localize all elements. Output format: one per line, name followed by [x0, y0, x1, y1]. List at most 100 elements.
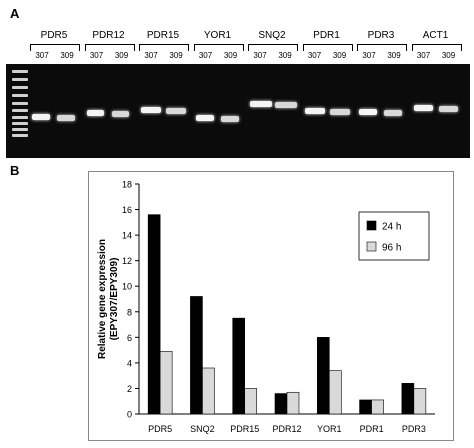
ladder-band	[12, 134, 28, 137]
legend-box	[358, 211, 430, 261]
gel-band	[413, 105, 433, 111]
legend-label: 96 h	[382, 243, 401, 254]
x-tick-label: SNQ2	[190, 424, 215, 434]
gel-band	[220, 116, 239, 122]
lane-label: 309	[387, 51, 401, 60]
bar-pdr1-24h	[359, 399, 372, 415]
y-tick-label: 18	[122, 180, 132, 190]
x-tick-label: PDR12	[272, 424, 301, 434]
bar-pdr5-24h	[147, 214, 161, 415]
lane-group-bracket	[357, 44, 407, 51]
gel-band	[141, 107, 161, 113]
x-tick-label: PDR1	[360, 424, 384, 434]
y-tick-label: 2	[127, 384, 132, 394]
gel-band	[32, 114, 50, 120]
lane-label: 309	[278, 51, 292, 60]
gel-band	[304, 108, 325, 114]
bar-pdr12-96h	[286, 391, 300, 415]
gel-band	[438, 106, 458, 112]
gene-label: PDR3	[367, 30, 395, 41]
ladder-band	[12, 86, 28, 89]
lane-group-bracket	[411, 44, 462, 51]
lane-group-bracket	[84, 44, 135, 51]
lane-label: 307	[89, 51, 104, 60]
panel-a-gel: A PDR5 307 309 PDR12 307 309 PDR15 307 309 YOR1 30…	[0, 0, 474, 165]
ladder-band	[12, 94, 28, 97]
lane-label: 309	[60, 51, 74, 60]
gene-label: SNQ2	[258, 30, 286, 41]
bar-yor1-24h	[316, 337, 330, 415]
bar-pdr1-96h	[371, 399, 384, 415]
x-tick-label: PDR3	[402, 424, 426, 434]
legend-label: 24 h	[382, 222, 401, 233]
lane-label: 307	[35, 51, 49, 60]
gene-label: PDR5	[40, 30, 68, 41]
lane-label: 307	[416, 51, 431, 60]
lane-label: 307	[198, 51, 213, 60]
lane-group-bracket	[139, 44, 189, 51]
y-tick-label: 10	[122, 282, 132, 292]
chart-frame: 0 2 4 6 8 10 12 14 16 18 Relative gene expression(…	[88, 171, 454, 441]
lane-group-bracket	[302, 44, 353, 51]
lane-label: 307	[307, 51, 322, 60]
lane-label: 309	[169, 51, 183, 60]
ladder-band	[12, 78, 28, 81]
bar-pdr5-96h	[159, 351, 173, 415]
lane-group-bracket	[30, 44, 80, 51]
x-tick-label: PDR5	[148, 424, 172, 434]
ladder-band	[12, 116, 28, 119]
gel-band	[329, 109, 350, 115]
gel-band	[111, 111, 129, 117]
y-tick-label: 0	[127, 410, 132, 420]
y-tick-label: 14	[122, 231, 132, 241]
ladder-band	[12, 122, 28, 125]
lane-group-bracket	[193, 44, 244, 51]
lane-label: 307	[362, 51, 376, 60]
lane-label: 307	[144, 51, 158, 60]
gene-label: PDR1	[313, 30, 340, 41]
panel-a-letter: A	[10, 6, 20, 21]
gel-band	[166, 108, 186, 114]
x-tick-label: PDR15	[230, 424, 259, 434]
gel-image	[6, 64, 470, 158]
bar-snq2-24h	[190, 296, 203, 415]
y-tick-label: 8	[127, 307, 132, 317]
bar-pdr15-96h	[244, 388, 258, 415]
ladder-band	[12, 109, 28, 112]
bar-chart: 0 2 4 6 8 10 12 14 16 18 Relative gene expression(…	[97, 180, 435, 434]
bar-pdr3-24h	[401, 383, 415, 415]
gel-band	[57, 115, 75, 121]
gel-band	[250, 101, 272, 107]
y-tick-label: 16	[122, 205, 132, 215]
gel-band	[195, 115, 214, 121]
bar-pdr3-96h	[413, 388, 427, 415]
ladder-band	[12, 70, 28, 73]
y-tick-label: 4	[127, 358, 132, 368]
gel-band	[86, 110, 104, 116]
bar-yor1-96h	[328, 370, 342, 415]
panel-b-letter: B	[10, 163, 20, 178]
legend-swatch	[366, 220, 377, 231]
gene-label: PDR12	[92, 30, 125, 41]
lane-group-bracket	[248, 44, 298, 51]
ladder-band	[12, 128, 28, 131]
bar-pdr12-24h	[274, 393, 288, 415]
gel-band	[359, 109, 377, 115]
legend-swatch	[366, 241, 377, 252]
lane-label: 309	[441, 51, 456, 60]
ladder-band	[12, 102, 28, 105]
lane-label: 309	[332, 51, 347, 60]
gene-label: YOR1	[203, 30, 232, 41]
bar-snq2-96h	[202, 367, 215, 415]
y-tick-label: 6	[127, 333, 132, 343]
y-axis-title-line2: (EPY307/EPY309)	[109, 258, 120, 341]
gene-label: ACT1	[422, 30, 449, 41]
gel-band	[275, 102, 297, 108]
x-tick-label: YOR1	[317, 424, 342, 434]
lane-label: 309	[223, 51, 238, 60]
lane-label: 307	[253, 51, 267, 60]
gene-label: PDR15	[146, 30, 180, 41]
lane-label: 309	[114, 51, 129, 60]
y-tick-label: 12	[122, 256, 132, 266]
bar-pdr15-24h	[232, 317, 246, 415]
